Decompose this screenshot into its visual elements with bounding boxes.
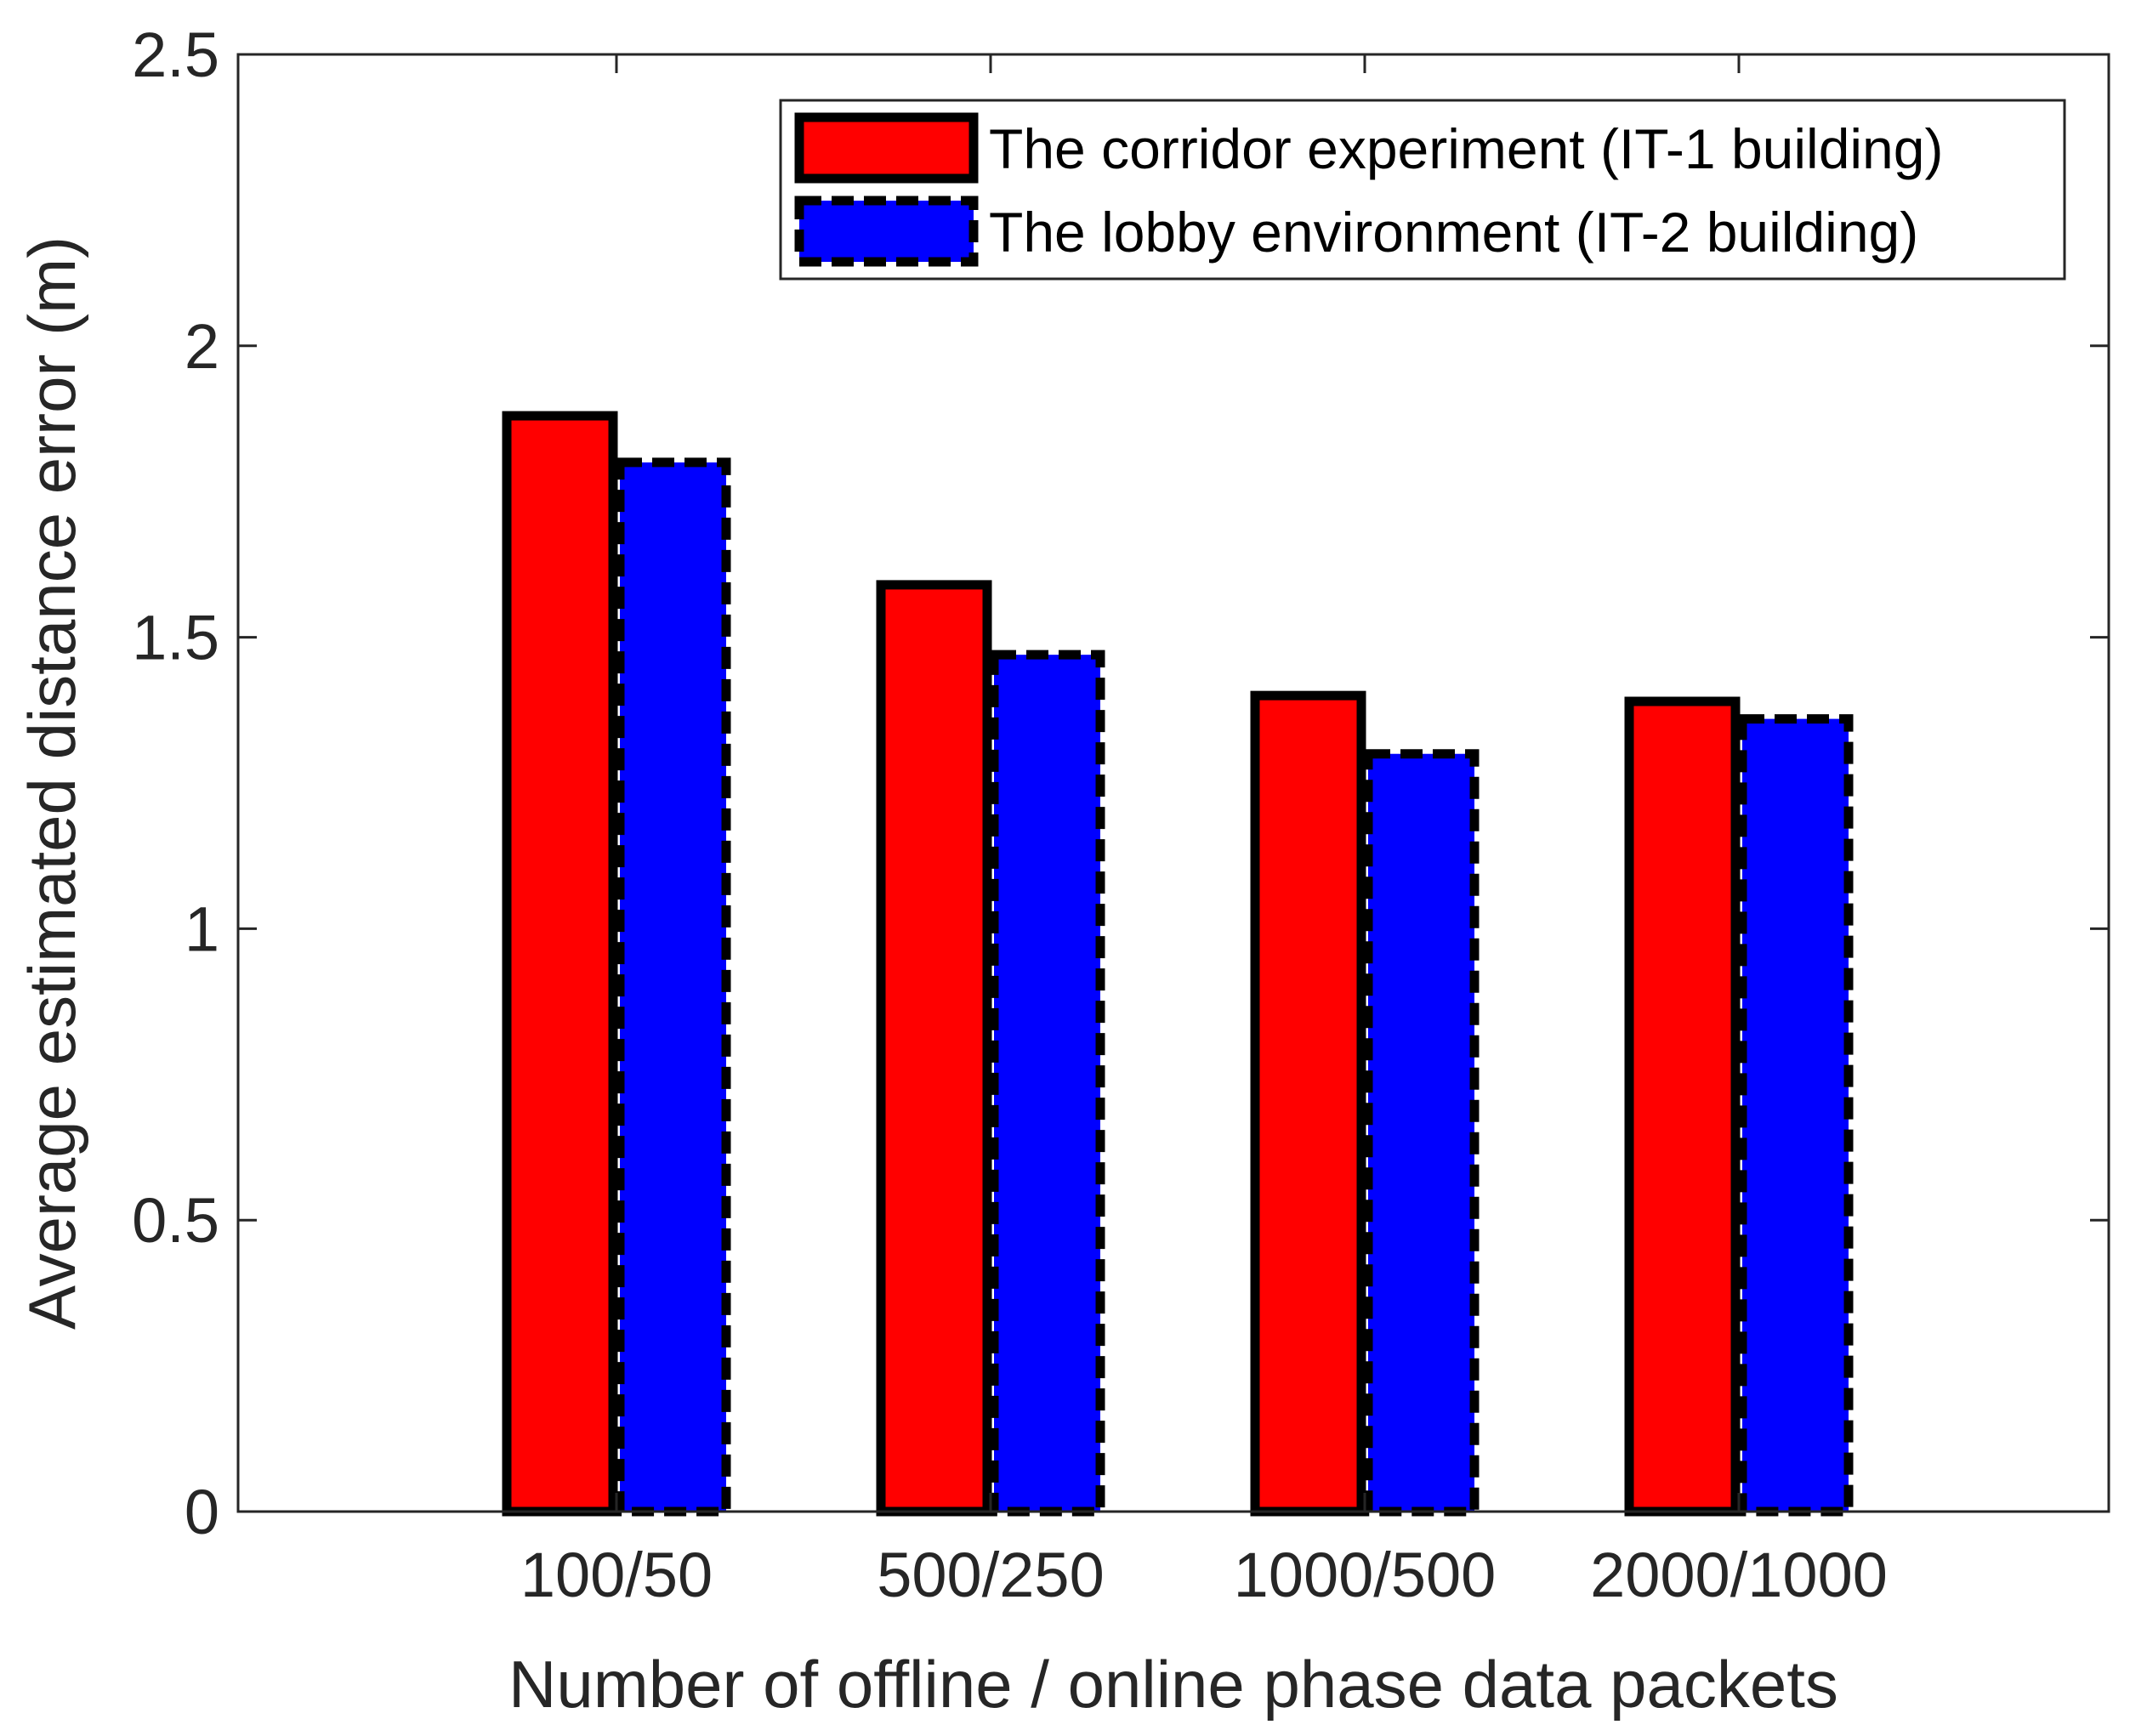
legend-label-corridor: The corridor experiment (IT-1 building) (989, 117, 1943, 180)
y-tick-label: 2 (185, 311, 219, 382)
axes-box (236, 53, 2110, 1513)
y-tick-label: 1 (185, 894, 219, 964)
legend-swatch-lobby (794, 196, 979, 267)
y-tick-label: 0.5 (132, 1185, 219, 1256)
y-axis-label: Average estimated distance error (m) (14, 236, 89, 1330)
x-tick-label: 1000/500 (1234, 1540, 1497, 1610)
x-tick-label: 500/250 (877, 1540, 1105, 1610)
legend-box (779, 99, 2066, 281)
bars-layer (502, 411, 1854, 1517)
bar-lobby-500-250 (989, 650, 1105, 1517)
bar-lobby-1000-500 (1363, 749, 1480, 1517)
ticks-layer: 0 0.5 1 1.5 2 2.5 100/50 500/250 1000/500 2000/10… (132, 20, 2109, 1610)
x-axis-label: Number of offline / online phase data pa… (508, 1647, 1838, 1722)
bar-corridor-500-250 (876, 580, 992, 1517)
axes-layer (236, 53, 2110, 1513)
y-tick-label: 1.5 (132, 603, 219, 673)
legend[interactable]: The corridor experiment (IT-1 building) T… (779, 99, 2066, 281)
y-tick-label: 0 (185, 1477, 219, 1547)
legend-label-lobby: The lobby environment (IT-2 building) (989, 201, 1918, 264)
legend-swatch-corridor (794, 112, 979, 184)
bar-corridor-100-50 (502, 411, 618, 1517)
bar-lobby-2000-1000 (1737, 714, 1854, 1517)
bar-lobby-100-50 (615, 457, 731, 1517)
x-tick-label: 2000/1000 (1590, 1540, 1888, 1610)
bar-corridor-2000-1000 (1624, 696, 1741, 1517)
x-tick-label: 100/50 (520, 1540, 713, 1610)
y-tick-label: 2.5 (132, 20, 219, 90)
bar-corridor-1000-500 (1250, 690, 1366, 1517)
